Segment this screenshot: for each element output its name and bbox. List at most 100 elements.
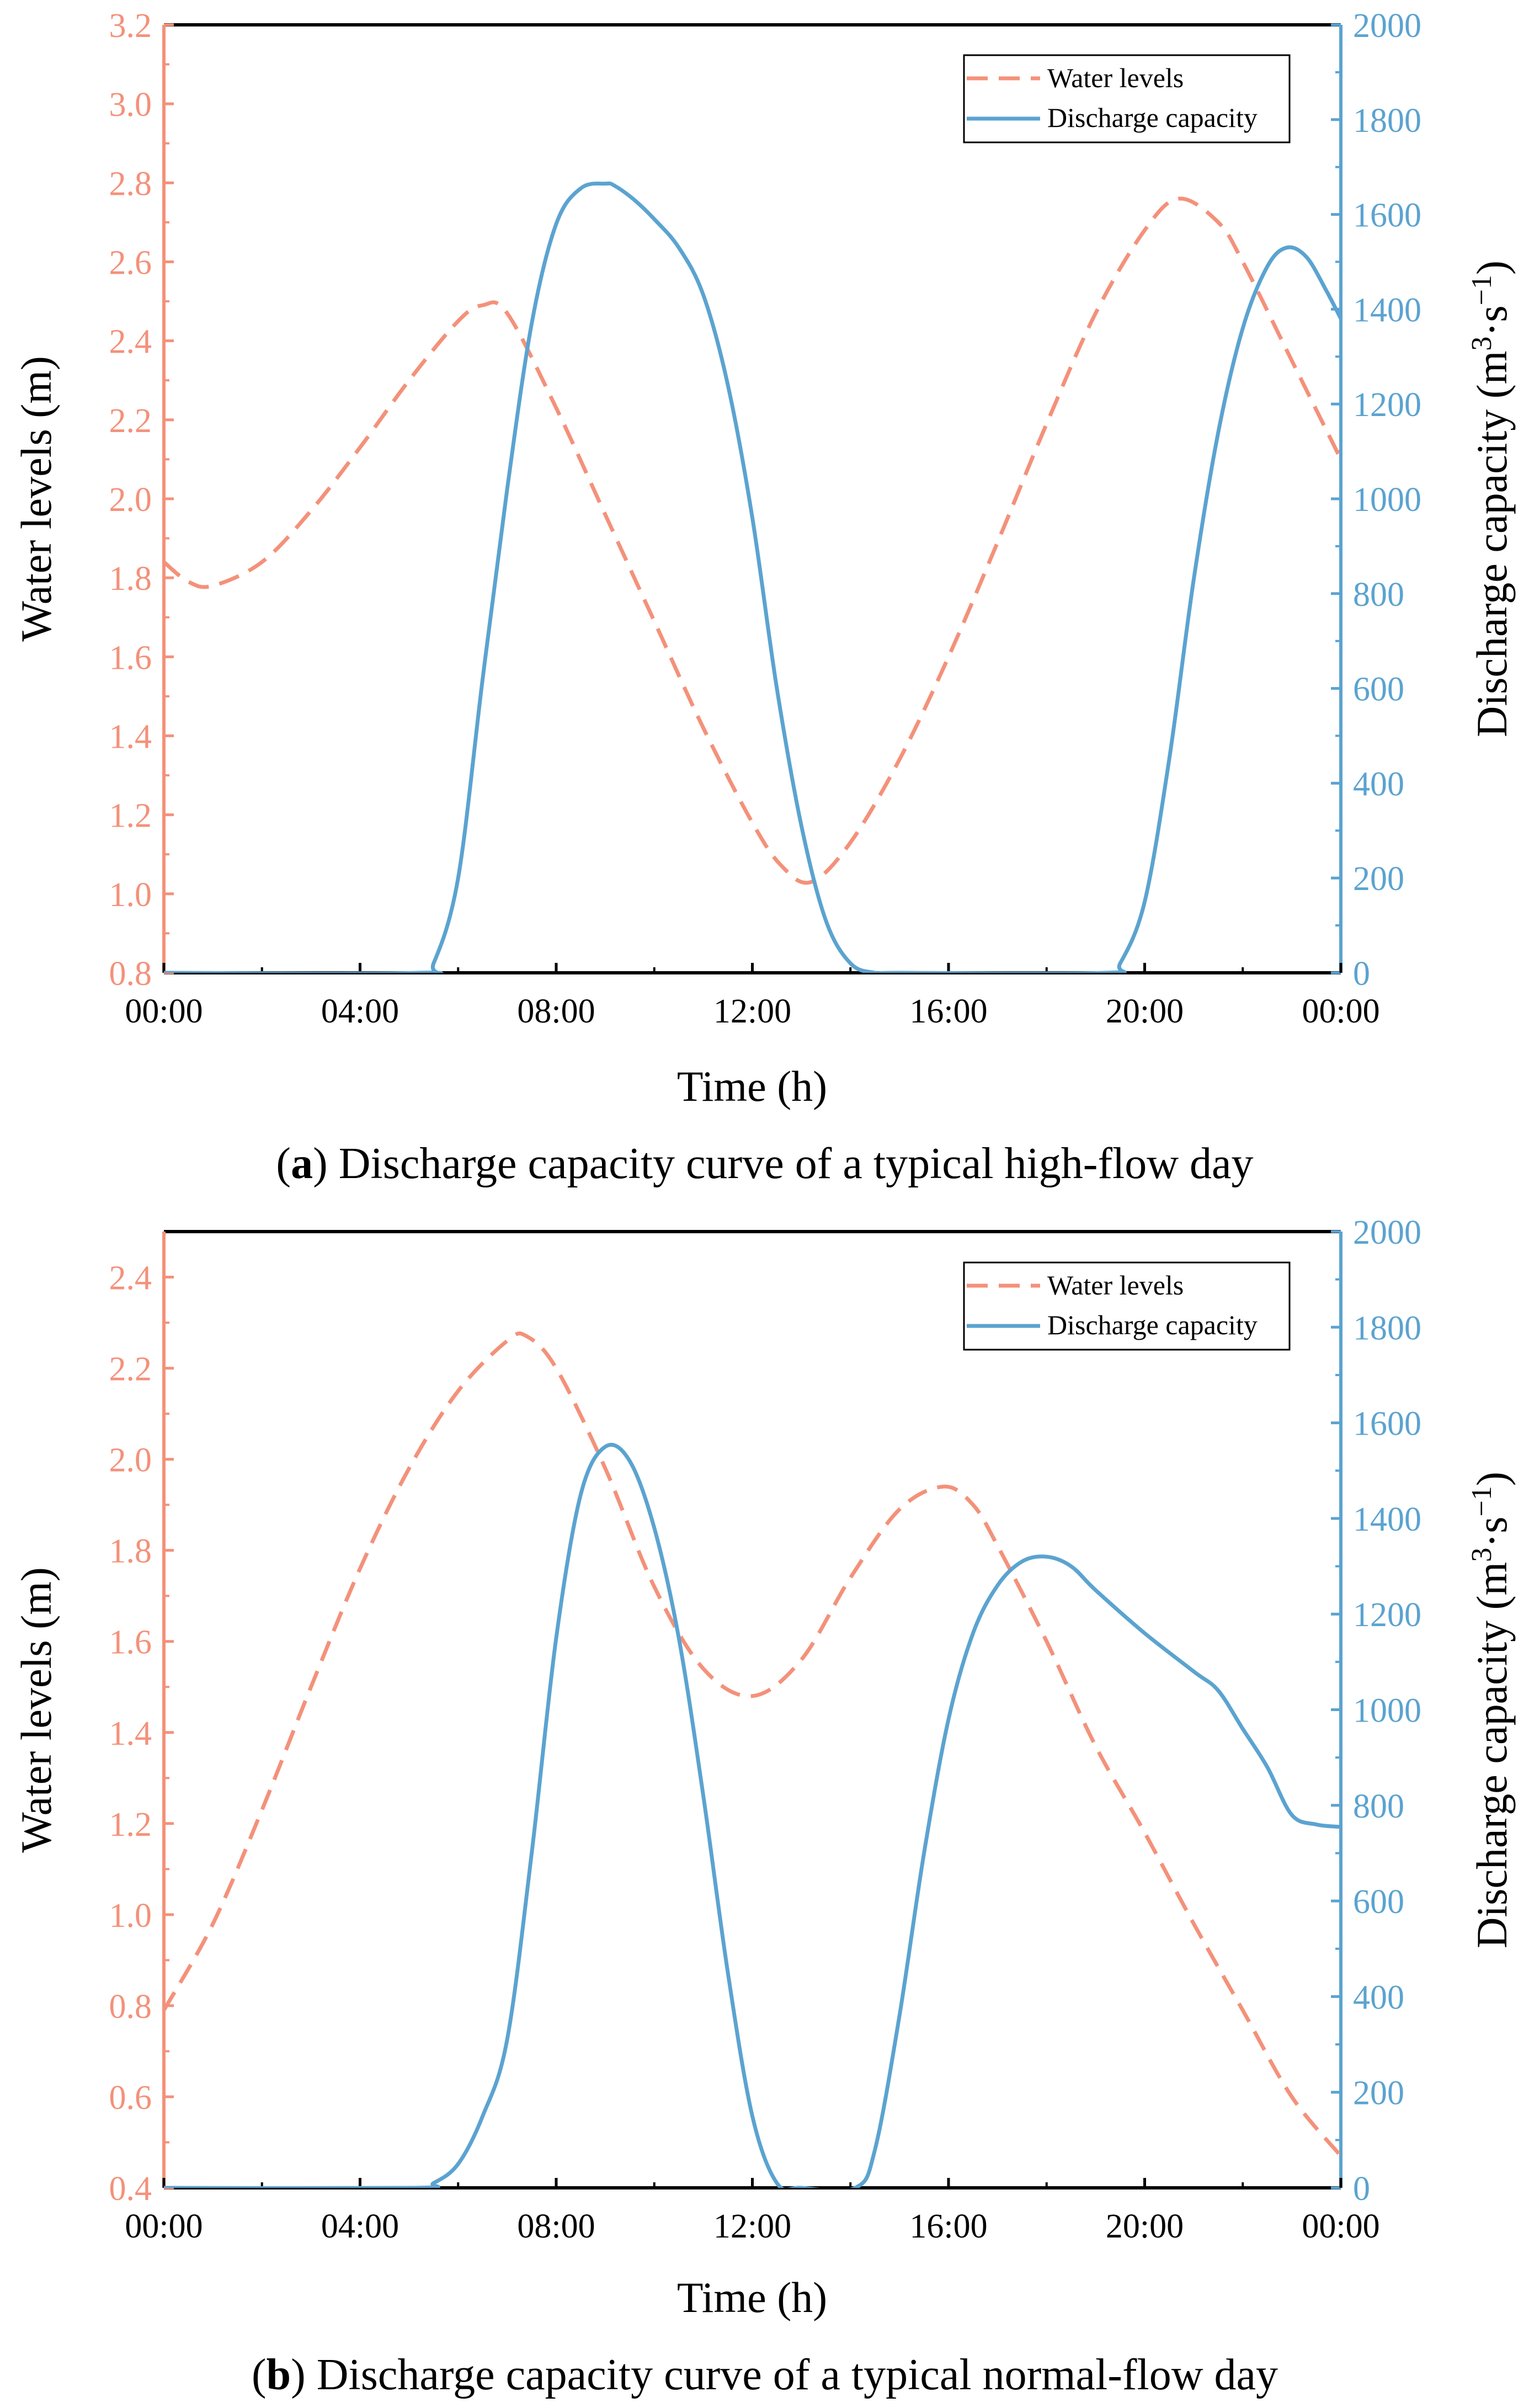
y-axis-right-title-close: ) <box>1468 1472 1516 1486</box>
y-left-tick-label: 1.0 <box>109 1897 152 1935</box>
y-left-tick-label: 1.6 <box>109 639 152 676</box>
x-tick-label: 04:00 <box>321 993 399 1030</box>
y-left-tick-label: 2.0 <box>109 481 152 519</box>
y-right-tick-label: 0 <box>1353 2170 1370 2208</box>
caption-text: ) Discharge capacity curve of a typical … <box>291 2351 1278 2399</box>
legend: Water levels Discharge capacity <box>963 1261 1291 1351</box>
y-axis-right-title-sup-3: 3 <box>1466 337 1498 351</box>
y-left-tick-label: 0.4 <box>109 2170 152 2208</box>
y-axis-right-title-base: Discharge capacity (m <box>1468 351 1516 737</box>
figure-caption-b: (b) Discharge capacity curve of a typica… <box>252 2351 1278 2399</box>
y-axis-right-title-sup-3: 3 <box>1466 1548 1498 1562</box>
y-right-tick-label: 800 <box>1353 1788 1404 1825</box>
series-layer <box>164 1331 1341 2188</box>
y-right-tick-label: 1200 <box>1353 386 1421 424</box>
figure-caption-a: (a) Discharge capacity curve of a typica… <box>276 1139 1253 1188</box>
y-right-tick-label: 600 <box>1353 1883 1404 1921</box>
chart-panel-b: 0.4 0.6 0.8 1.0 1.2 1.4 1.6 1.8 2.0 2.2 2.4 0 200 40… <box>12 1214 1516 2399</box>
y-right-tick-label: 1800 <box>1353 102 1421 140</box>
y-left-tick-label: 2.2 <box>109 1351 152 1388</box>
y-left-tick-label: 2.0 <box>109 1442 152 1479</box>
x-tick-label: 00:00 <box>1302 993 1379 1030</box>
y-left-tick-label: 1.4 <box>109 718 152 756</box>
y-right-tick-label: 1000 <box>1353 481 1421 519</box>
y-right-tick-label: 200 <box>1353 2075 1404 2112</box>
y-left-tick-label: 1.2 <box>109 1806 152 1844</box>
x-tick-label: 16:00 <box>909 993 987 1030</box>
y-axis-right-title: Discharge capacity (m3·s−1) <box>1466 1472 1516 1948</box>
y-right-tick-label: 1800 <box>1353 1309 1421 1347</box>
y-right-tick-label: 1600 <box>1353 197 1421 235</box>
series-line-water-levels <box>164 196 1341 885</box>
series-line-discharge-capacity <box>164 1442 1341 2188</box>
y-axis-left-title: Water levels (m) <box>12 1567 60 1853</box>
y-left-tick-label: 3.2 <box>109 7 152 45</box>
right-axis-ticks: 0 200 400 600 800 1000 1200 1400 1600 1800 2000 <box>1331 1214 1421 2208</box>
x-tick-label: 08:00 <box>517 2208 595 2245</box>
legend-label-discharge-capacity: Discharge capacity <box>1047 102 1258 133</box>
right-axis-ticks: 0 200 400 600 800 1000 1200 1400 1600 1800 2000 <box>1331 7 1421 993</box>
x-tick-label: 08:00 <box>517 993 595 1030</box>
x-axis-title: Time (h) <box>677 1062 827 1110</box>
x-tick-label: 20:00 <box>1106 2208 1184 2245</box>
x-axis-title: Time (h) <box>677 2273 827 2321</box>
left-axis-ticks: 0.8 1.0 1.2 1.4 1.6 1.8 2.0 2.2 2.4 2.6 2.8 3.0 3.2 <box>109 7 174 993</box>
y-left-tick-label: 3.0 <box>109 86 152 124</box>
y-axis-left-title: Water levels (m) <box>12 356 60 642</box>
x-axis-ticks: 00:00 04:00 08:00 12:00 16:00 20:00 00:00 <box>125 2178 1380 2245</box>
caption-text: ) Discharge capacity curve of a typical … <box>313 1139 1254 1188</box>
y-left-tick-label: 1.8 <box>109 1533 152 1570</box>
y-axis-right-title-close: ) <box>1468 260 1516 275</box>
y-axis-right-title-mid: ·s <box>1468 1516 1516 1547</box>
legend-label-water-levels: Water levels <box>1047 1270 1184 1301</box>
y-right-tick-label: 400 <box>1353 765 1404 803</box>
caption-letter: b <box>267 2351 291 2399</box>
y-axis-right-title-base: Discharge capacity (m <box>1468 1562 1516 1948</box>
legend-label-discharge-capacity: Discharge capacity <box>1047 1309 1258 1340</box>
x-tick-label: 00:00 <box>1302 2208 1379 2245</box>
y-axis-right-title-sup-neg1: −1 <box>1466 275 1498 305</box>
y-right-tick-label: 1200 <box>1353 1596 1421 1634</box>
x-tick-label: 20:00 <box>1106 993 1184 1030</box>
series-line-discharge-capacity <box>164 181 1341 973</box>
x-tick-label: 12:00 <box>713 2208 791 2245</box>
y-left-tick-label: 1.0 <box>109 876 152 914</box>
y-right-tick-label: 0 <box>1353 955 1370 993</box>
y-right-tick-label: 2000 <box>1353 7 1421 45</box>
legend: Water levels Discharge capacity <box>963 54 1291 143</box>
y-left-tick-label: 1.4 <box>109 1715 152 1752</box>
y-axis-right-title-mid: ·s <box>1468 305 1516 336</box>
legend-box <box>963 1261 1291 1351</box>
y-left-tick-label: 0.6 <box>109 2079 152 2117</box>
y-left-tick-label: 2.4 <box>109 323 152 361</box>
y-right-tick-label: 400 <box>1353 1979 1404 2016</box>
x-tick-label: 00:00 <box>125 2208 203 2245</box>
legend-box <box>963 54 1291 143</box>
y-right-tick-label: 1600 <box>1353 1405 1421 1443</box>
y-right-tick-label: 2000 <box>1353 1214 1421 1251</box>
caption-letter: a <box>291 1139 313 1188</box>
legend-label-water-levels: Water levels <box>1047 62 1184 93</box>
y-left-tick-label: 2.8 <box>109 165 152 203</box>
series-layer <box>164 181 1341 973</box>
y-right-tick-label: 1400 <box>1353 291 1421 329</box>
y-left-tick-label: 1.2 <box>109 797 152 835</box>
y-left-tick-label: 1.6 <box>109 1624 152 1661</box>
y-right-tick-label: 1000 <box>1353 1692 1421 1730</box>
y-axis-right-title-sup-neg1: −1 <box>1466 1486 1498 1516</box>
y-left-tick-label: 1.8 <box>109 560 152 598</box>
y-left-tick-label: 2.6 <box>109 244 152 282</box>
y-right-tick-label: 800 <box>1353 576 1404 614</box>
y-right-tick-label: 1400 <box>1353 1501 1421 1538</box>
y-left-tick-label: 2.2 <box>109 402 152 440</box>
y-left-tick-label: 2.4 <box>109 1260 152 1297</box>
series-line-water-levels <box>164 1331 1341 2157</box>
x-tick-label: 04:00 <box>321 2208 399 2245</box>
y-right-tick-label: 200 <box>1353 860 1404 898</box>
x-axis-ticks: 00:00 04:00 08:00 12:00 16:00 20:00 00:00 <box>125 963 1380 1030</box>
x-tick-label: 00:00 <box>125 993 203 1030</box>
chart-panel-a: 0.81.01.21.41.61.82.02.22.42.62.83.03.2 … <box>12 7 1516 1188</box>
y-left-tick-label: 0.8 <box>109 955 152 993</box>
y-left-tick-label: 0.8 <box>109 1988 152 2026</box>
